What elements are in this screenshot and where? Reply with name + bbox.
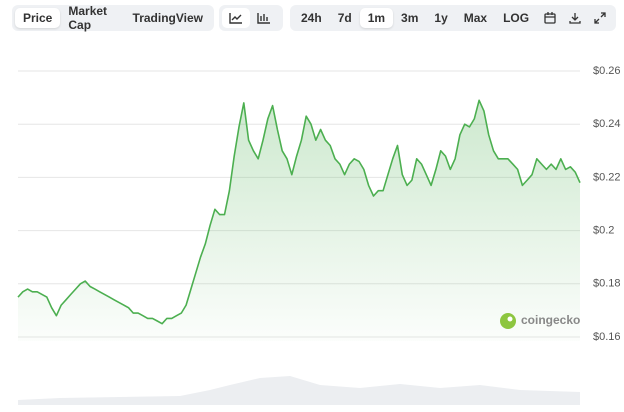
view-tabs: Price Market Cap TradingView [12, 4, 214, 32]
y-tick-label: $0.2 [593, 225, 614, 237]
y-tick-label: $0.26 [593, 65, 621, 77]
line-icon[interactable] [222, 8, 250, 28]
icon [229, 13, 242, 24]
y-tick-label: $0.24 [593, 118, 621, 130]
candle-icon[interactable] [250, 8, 278, 28]
y-tick-label: $0.18 [593, 278, 621, 290]
icon [544, 12, 556, 24]
tab[interactable]: TradingView [132, 11, 203, 25]
watermark: coingecko [500, 313, 580, 329]
icon [569, 13, 581, 24]
price-line [17, 99, 581, 325]
range[interactable]: 3m [401, 11, 419, 25]
expand-icon[interactable] [588, 8, 613, 28]
icon [594, 12, 606, 24]
tab[interactable]: Market Cap [68, 4, 108, 32]
range[interactable]: LOG [503, 11, 530, 25]
volume-area [18, 376, 580, 405]
range[interactable]: Max [463, 11, 488, 25]
range[interactable]: 7d [337, 11, 352, 25]
range[interactable]: 1m [359, 8, 394, 28]
area-fill [18, 100, 580, 341]
range[interactable]: 24h [301, 11, 322, 25]
range-tabs: 24h 7d 1m 3m 1y Max LOG [290, 5, 616, 31]
y-tick-label: $0.22 [593, 171, 621, 183]
calendar-icon[interactable] [537, 8, 562, 28]
chart-style [219, 5, 283, 31]
tab[interactable]: Price [15, 8, 61, 28]
range[interactable]: 1y [434, 11, 448, 25]
icon [257, 13, 270, 24]
download-icon[interactable] [562, 8, 587, 28]
watermark-text: coingecko [521, 313, 580, 327]
y-tick-label: $0.16 [593, 331, 621, 343]
